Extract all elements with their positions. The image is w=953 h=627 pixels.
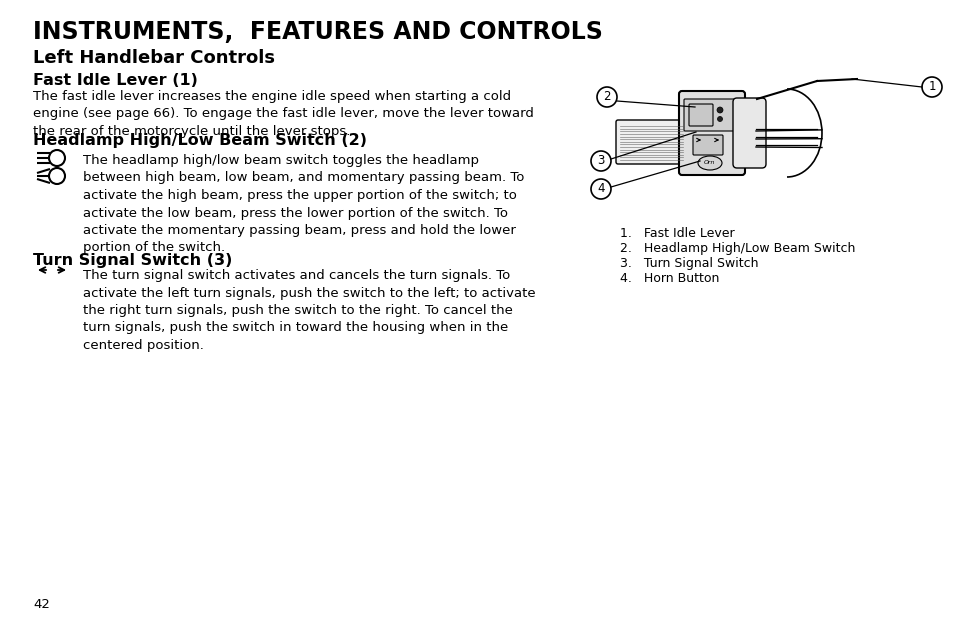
FancyBboxPatch shape [616,120,686,164]
Ellipse shape [698,156,721,170]
Text: 4: 4 [597,182,604,196]
Text: 1.   Fast Idle Lever: 1. Fast Idle Lever [619,227,734,240]
Text: 4.   Horn Button: 4. Horn Button [619,272,719,285]
FancyBboxPatch shape [688,104,712,126]
Text: 2: 2 [602,90,610,103]
Text: The fast idle lever increases the engine idle speed when starting a cold
engine : The fast idle lever increases the engine… [33,90,534,138]
Circle shape [717,117,721,122]
Text: INSTRUMENTS,  FEATURES AND CONTROLS: INSTRUMENTS, FEATURES AND CONTROLS [33,20,602,44]
Text: 42: 42 [33,598,50,611]
Text: The headlamp high/low beam switch toggles the headlamp
between high beam, low be: The headlamp high/low beam switch toggle… [83,154,524,255]
FancyBboxPatch shape [732,98,765,168]
FancyBboxPatch shape [692,135,722,155]
Text: 1: 1 [927,80,935,93]
Text: Headlamp High/Low Beam Switch (2): Headlamp High/Low Beam Switch (2) [33,133,367,148]
Text: 2.   Headlamp High/Low Beam Switch: 2. Headlamp High/Low Beam Switch [619,242,855,255]
Text: Orn: Orn [703,161,715,166]
FancyBboxPatch shape [679,91,744,175]
Text: Left Handlebar Controls: Left Handlebar Controls [33,49,274,67]
Circle shape [717,107,722,113]
Text: Fast Idle Lever (1): Fast Idle Lever (1) [33,73,197,88]
Text: 3: 3 [597,154,604,167]
Text: 3.   Turn Signal Switch: 3. Turn Signal Switch [619,257,758,270]
Text: Turn Signal Switch (3): Turn Signal Switch (3) [33,253,233,268]
FancyBboxPatch shape [683,99,740,131]
Text: The turn signal switch activates and cancels the turn signals. To
activate the l: The turn signal switch activates and can… [83,269,535,352]
